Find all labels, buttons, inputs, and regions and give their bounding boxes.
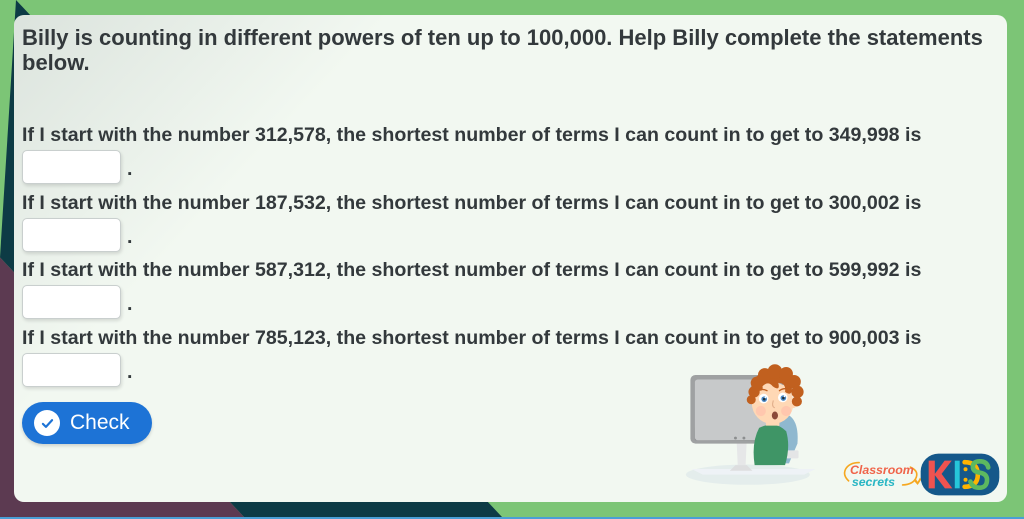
- svg-text:secrets: secrets: [852, 475, 895, 489]
